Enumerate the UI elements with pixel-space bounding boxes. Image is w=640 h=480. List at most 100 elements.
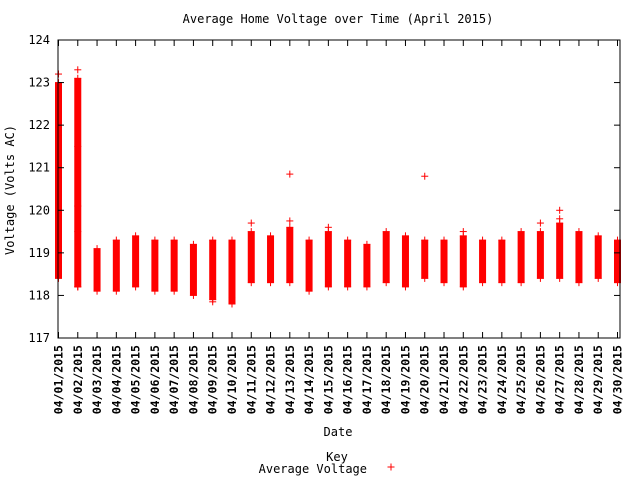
x-tick-label: 04/01/2015	[52, 345, 66, 414]
x-tick-label: 04/15/2015	[321, 345, 335, 414]
voltage-min-point	[517, 279, 525, 287]
voltage-data-point	[228, 294, 236, 302]
y-tick-label: 117	[28, 331, 50, 345]
voltage-min-point	[286, 279, 294, 287]
voltage-range-bar	[556, 223, 564, 279]
voltage-range-bar	[170, 240, 178, 292]
voltage-min-point	[594, 274, 602, 282]
voltage-max-point	[575, 228, 583, 236]
x-tick-label: 04/28/2015	[572, 345, 586, 414]
voltage-max-point	[112, 236, 120, 244]
voltage-range-bar	[189, 244, 197, 296]
voltage-data-point	[74, 142, 82, 150]
voltage-data-point	[286, 170, 294, 178]
voltage-max-point	[93, 245, 101, 253]
voltage-min-point	[498, 279, 506, 287]
x-tick-label: 04/24/2015	[495, 345, 509, 414]
voltage-range-bar	[344, 240, 352, 287]
y-tick-label: 121	[28, 161, 50, 175]
voltage-range-bar	[498, 240, 506, 283]
voltage-max-point	[344, 236, 352, 244]
voltage-min-point	[305, 287, 313, 295]
voltage-min-point	[267, 279, 275, 287]
x-tick-label: 04/03/2015	[90, 345, 104, 414]
x-tick-label: 04/02/2015	[71, 345, 85, 414]
voltage-min-point	[401, 283, 409, 291]
voltage-min-point	[363, 283, 371, 291]
voltage-max-point	[132, 232, 140, 240]
voltage-data-point	[247, 219, 255, 227]
y-tick-label: 122	[28, 118, 50, 132]
plot-frame	[57, 39, 621, 339]
voltage-data-point	[421, 172, 429, 180]
voltage-min-point	[112, 287, 120, 295]
x-tick-label: 04/21/2015	[437, 345, 451, 414]
voltage-range-bar	[614, 240, 621, 283]
chart-title: Average Home Voltage over Time (April 20…	[183, 12, 494, 26]
legend-marker	[387, 463, 395, 471]
voltage-max-point	[440, 236, 448, 244]
y-axis-label: Voltage (Volts AC)	[3, 125, 17, 255]
voltage-range-bar	[74, 78, 82, 287]
voltage-max-point	[536, 228, 544, 236]
x-axis-label: Date	[324, 425, 353, 439]
voltage-max-point	[305, 236, 313, 244]
voltage-range-bar	[286, 227, 294, 283]
voltage-max-point	[517, 228, 525, 236]
y-tick-label: 123	[28, 76, 50, 90]
voltage-data-point	[459, 228, 467, 236]
x-tick-label: 04/18/2015	[379, 345, 393, 414]
voltage-range-bar	[459, 235, 467, 287]
voltage-min-point	[556, 274, 564, 282]
voltage-data-point	[556, 215, 564, 223]
voltage-range-bar	[517, 231, 525, 283]
voltage-min-point	[93, 287, 101, 295]
voltage-max-point	[401, 232, 409, 240]
voltage-range-bar	[209, 240, 217, 300]
voltage-max-point	[363, 240, 371, 248]
voltage-data-point	[324, 223, 332, 231]
voltage-min-point	[344, 283, 352, 291]
y-tick-label: 119	[28, 246, 50, 260]
voltage-max-point	[209, 236, 217, 244]
voltage-min-point	[459, 283, 467, 291]
x-tick-label: 04/09/2015	[206, 345, 220, 414]
voltage-range-bar	[324, 231, 332, 287]
x-tick-label: 04/27/2015	[553, 345, 567, 414]
x-tick-label: 04/29/2015	[591, 345, 605, 414]
voltage-min-point	[440, 279, 448, 287]
voltage-data-point	[74, 228, 82, 236]
voltage-max-point	[267, 232, 275, 240]
voltage-min-point	[382, 279, 390, 287]
voltage-max-point	[498, 236, 506, 244]
x-tick-label: 04/06/2015	[148, 345, 162, 414]
voltage-data-point	[536, 219, 544, 227]
voltage-max-point	[247, 228, 255, 236]
voltage-max-point	[228, 236, 236, 244]
voltage-min-point	[536, 274, 544, 282]
voltage-min-point	[170, 287, 178, 295]
voltage-max-point	[170, 236, 178, 244]
voltage-max-point	[74, 74, 82, 82]
voltage-max-point	[189, 240, 197, 248]
voltage-range-bar	[247, 231, 255, 283]
chart-axes: 117 118 119 120 121 122 123 124 04/01/2015 04/02/…	[28, 33, 624, 414]
x-tick-label: 04/12/2015	[264, 345, 278, 414]
voltage-data-point	[74, 66, 82, 74]
x-tick-label: 04/16/2015	[341, 345, 355, 414]
x-tick-label: 04/08/2015	[186, 345, 200, 414]
x-tick-label: 04/10/2015	[225, 345, 239, 414]
x-tick-label: 04/13/2015	[283, 345, 297, 414]
voltage-range-bar	[421, 240, 429, 279]
x-tick-label: 04/04/2015	[109, 345, 123, 414]
voltage-min-point	[247, 279, 255, 287]
voltage-data-point	[556, 206, 564, 214]
voltage-range-bar	[594, 235, 602, 279]
legend-entry-label: Average Voltage	[259, 462, 367, 476]
voltage-min-point	[324, 283, 332, 291]
x-tick-label: 04/19/2015	[398, 345, 412, 414]
y-tick-label: 120	[28, 203, 50, 217]
chart-marks	[55, 66, 621, 308]
x-tick-label: 04/20/2015	[418, 345, 432, 414]
voltage-data-point	[209, 298, 217, 306]
